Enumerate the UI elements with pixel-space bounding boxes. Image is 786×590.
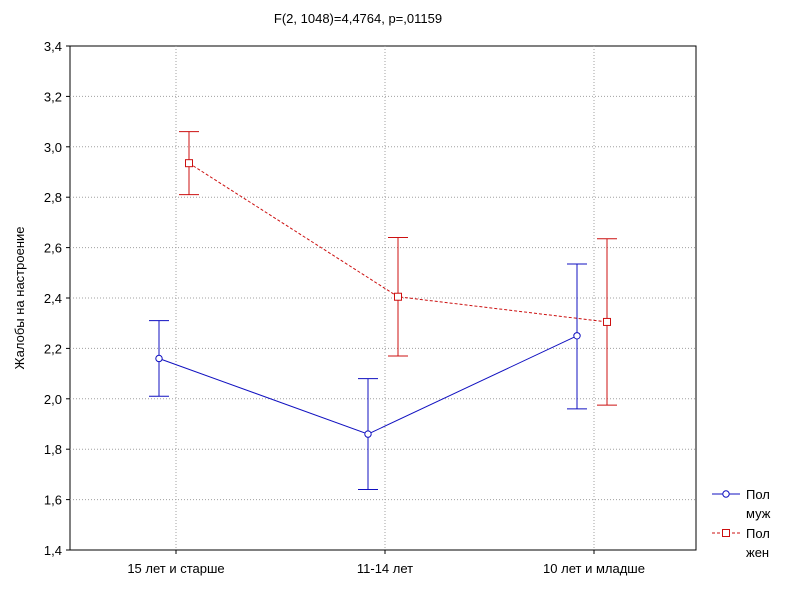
data-point <box>364 430 372 438</box>
x-tick-label: 15 лет и старше <box>127 561 224 576</box>
y-axis-label: Жалобы на настроение <box>12 227 27 370</box>
series-жен <box>179 131 617 406</box>
legend-marker-circle-icon <box>722 490 730 498</box>
data-point <box>573 332 581 340</box>
y-tick-label: 2,0 <box>44 392 62 407</box>
legend-marker-square-icon <box>722 529 730 537</box>
y-tick-label: 1,8 <box>44 442 62 457</box>
legend-label: муж <box>746 506 771 521</box>
y-tick-label: 3,0 <box>44 140 62 155</box>
x-tick-label: 11-14 лет <box>357 561 413 576</box>
y-tick-label: 1,4 <box>44 543 62 558</box>
legend-item-жен: Пол жен <box>712 526 770 560</box>
legend-title: Пол <box>746 487 770 502</box>
data-point <box>185 159 193 168</box>
data-point <box>603 317 611 326</box>
data-point <box>394 292 402 301</box>
legend-title: Пол <box>746 526 770 541</box>
chart-title: F(2, 1048)=4,4764, p=,01159 <box>274 11 442 26</box>
y-tick-label: 1,6 <box>44 493 62 508</box>
legend-label: жен <box>746 545 769 560</box>
y-tick-label: 3,4 <box>44 39 62 54</box>
x-tick-label: 10 лет и младше <box>543 561 645 576</box>
legend-item-муж: Пол муж <box>712 487 771 521</box>
series-муж <box>149 263 587 491</box>
y-tick-label: 2,6 <box>44 241 62 256</box>
data-point <box>155 354 163 363</box>
y-tick-label: 2,4 <box>44 291 62 306</box>
y-tick-label: 2,2 <box>44 341 62 356</box>
y-tick-label: 3,2 <box>44 89 62 104</box>
y-tick-label: 2,8 <box>44 190 62 205</box>
series-line <box>188 162 608 323</box>
